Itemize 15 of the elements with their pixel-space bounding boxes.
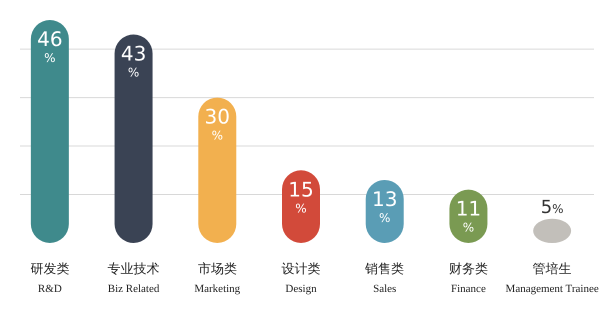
- category-label: 设计类: [282, 261, 320, 276]
- category-label: Finance: [451, 283, 486, 295]
- category-label: 专业技术: [108, 261, 160, 276]
- category-label: Sales: [373, 283, 396, 295]
- category-label: Marketing: [194, 283, 240, 295]
- category-label: Management Trainee: [506, 283, 599, 295]
- category-label: 管培生: [532, 261, 572, 276]
- category-label: 销售类: [365, 261, 404, 276]
- category-label: Biz Related: [108, 283, 160, 295]
- category-label: R&D: [38, 283, 62, 295]
- category-label: Design: [285, 283, 317, 295]
- category-label: 财务类: [448, 261, 488, 276]
- category-label: 研发类: [30, 261, 70, 276]
- data-label: 5%: [540, 196, 564, 218]
- category-label: 市场类: [198, 261, 237, 276]
